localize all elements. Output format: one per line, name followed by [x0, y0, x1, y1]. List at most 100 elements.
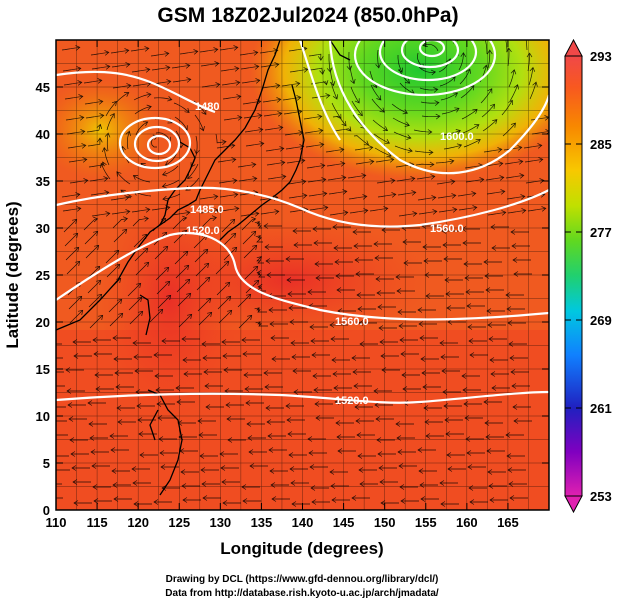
streamline	[267, 174, 287, 180]
streamline	[312, 373, 331, 379]
streamline	[469, 499, 488, 505]
streamline	[201, 215, 218, 228]
streamline	[438, 207, 458, 213]
y-tick-label: 15	[36, 362, 50, 377]
streamline	[112, 83, 132, 89]
streamline	[101, 147, 110, 166]
streamline	[290, 340, 309, 346]
streamline	[256, 270, 265, 278]
streamline	[132, 216, 149, 227]
streamline	[112, 335, 131, 341]
streamline	[181, 336, 200, 342]
streamline	[202, 355, 221, 361]
streamline	[355, 159, 375, 165]
streamline	[506, 47, 512, 67]
streamline	[162, 193, 181, 202]
streamline	[156, 401, 175, 407]
streamline	[420, 100, 440, 106]
streamline	[332, 224, 351, 230]
streamline	[309, 464, 328, 470]
streamline	[292, 368, 311, 374]
streamline	[106, 263, 121, 278]
streamline	[381, 367, 400, 373]
streamline	[512, 404, 531, 410]
streamline	[56, 385, 65, 387]
streamline	[92, 484, 111, 490]
streamline	[221, 80, 241, 86]
streamline	[241, 216, 257, 231]
streamline	[357, 453, 376, 459]
streamline	[505, 40, 508, 53]
streamline	[463, 138, 481, 148]
streamline	[56, 434, 68, 436]
streamline	[93, 498, 112, 504]
streamline	[117, 419, 136, 425]
credit-drawing: Drawing by DCL (https://www.gfd-dennou.o…	[166, 574, 439, 585]
streamline	[373, 241, 392, 247]
streamline	[270, 335, 289, 341]
streamline	[91, 463, 110, 469]
streamline	[263, 223, 282, 229]
streamline	[349, 208, 369, 214]
streamline	[288, 452, 307, 458]
streamline	[467, 324, 486, 330]
streamline	[105, 249, 120, 264]
streamline	[135, 389, 154, 395]
streamline	[110, 447, 129, 453]
coastlines	[56, 40, 351, 496]
streamline	[56, 357, 63, 359]
streamline	[414, 149, 434, 156]
streamline	[244, 386, 263, 392]
streamline	[106, 113, 115, 131]
streamline	[67, 143, 87, 149]
streamline	[87, 400, 106, 406]
streamline	[128, 296, 143, 311]
streamline	[176, 278, 191, 293]
streamline	[375, 157, 395, 163]
streamline	[240, 64, 260, 70]
streamline	[491, 385, 510, 391]
streamline	[219, 45, 239, 51]
x-tick-label: 135	[251, 515, 273, 530]
streamline	[462, 387, 481, 393]
streamline	[398, 323, 417, 329]
streamline	[178, 313, 193, 328]
streamline	[491, 245, 510, 251]
streamline	[134, 104, 152, 115]
streamline	[352, 369, 371, 375]
streamline	[262, 97, 282, 103]
streamline	[263, 370, 282, 376]
streamline	[69, 178, 89, 184]
streamline	[306, 163, 326, 169]
colorbar-tick-label: 261	[590, 401, 612, 416]
streamline	[468, 485, 487, 491]
streamline	[133, 501, 152, 507]
streamline	[490, 224, 509, 230]
streamline	[293, 242, 312, 248]
contour-label: 1560.0	[430, 223, 464, 235]
streamline	[502, 122, 516, 137]
streamline	[243, 113, 263, 119]
streamline	[346, 51, 353, 71]
streamline	[245, 400, 264, 406]
streamline	[335, 420, 354, 426]
streamline	[486, 448, 505, 454]
streamline	[175, 264, 190, 279]
colorbar-top-arrow	[564, 38, 583, 57]
streamline	[511, 243, 530, 249]
streamline	[161, 179, 180, 189]
streamline	[420, 356, 439, 362]
streamline	[401, 372, 420, 378]
streamline	[194, 114, 205, 132]
streamline	[200, 61, 220, 67]
streamline	[512, 257, 531, 263]
streamline	[157, 294, 172, 309]
streamline	[457, 191, 477, 197]
streamline	[83, 216, 99, 231]
streamline	[285, 256, 304, 262]
streamline	[424, 272, 443, 278]
streamline	[443, 256, 462, 262]
streamline	[355, 271, 374, 277]
streamline	[445, 291, 464, 297]
streamline	[505, 292, 524, 298]
